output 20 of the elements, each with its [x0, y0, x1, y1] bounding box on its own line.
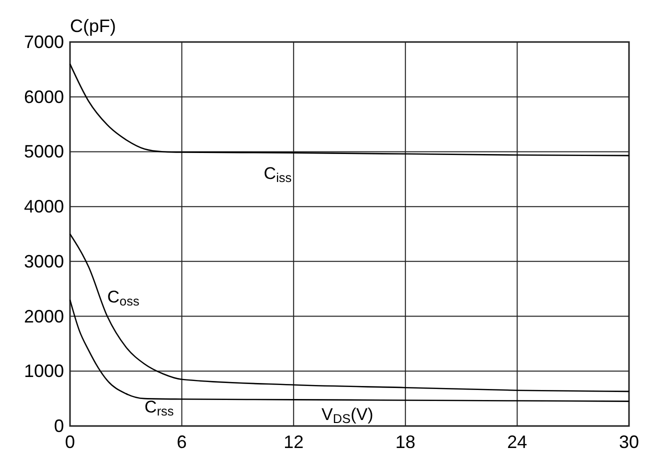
x-tick-label: 24 — [507, 432, 528, 452]
line-series — [69, 233, 630, 392]
y-tick-label: 5000 — [24, 142, 64, 162]
y-tick-label: 2000 — [24, 306, 64, 326]
y-tick-label: 6000 — [24, 86, 64, 107]
series-label: C$_{rss}$ — [144, 397, 174, 419]
x-tick-label: 30 — [618, 432, 640, 452]
x-tick-label: 6 — [176, 432, 187, 452]
y-tick-label: 3000 — [24, 251, 64, 272]
y-tick-label: 1000 — [24, 361, 64, 382]
line-series — [69, 63, 630, 156]
y-axis-title: C(pF) — [70, 16, 116, 36]
y-tick-label: 4000 — [24, 196, 64, 217]
y-tick-label: 7000 — [24, 32, 64, 52]
y-tick-label: 0 — [54, 416, 64, 436]
x-axis-title: V$_{DS}$(V) — [322, 405, 374, 426]
series-label: C$_{oss}$ — [107, 288, 140, 309]
x-tick-label: 18 — [395, 432, 416, 452]
x-tick-label: 12 — [284, 432, 304, 452]
series-label: C$_{iss}$ — [264, 164, 292, 186]
